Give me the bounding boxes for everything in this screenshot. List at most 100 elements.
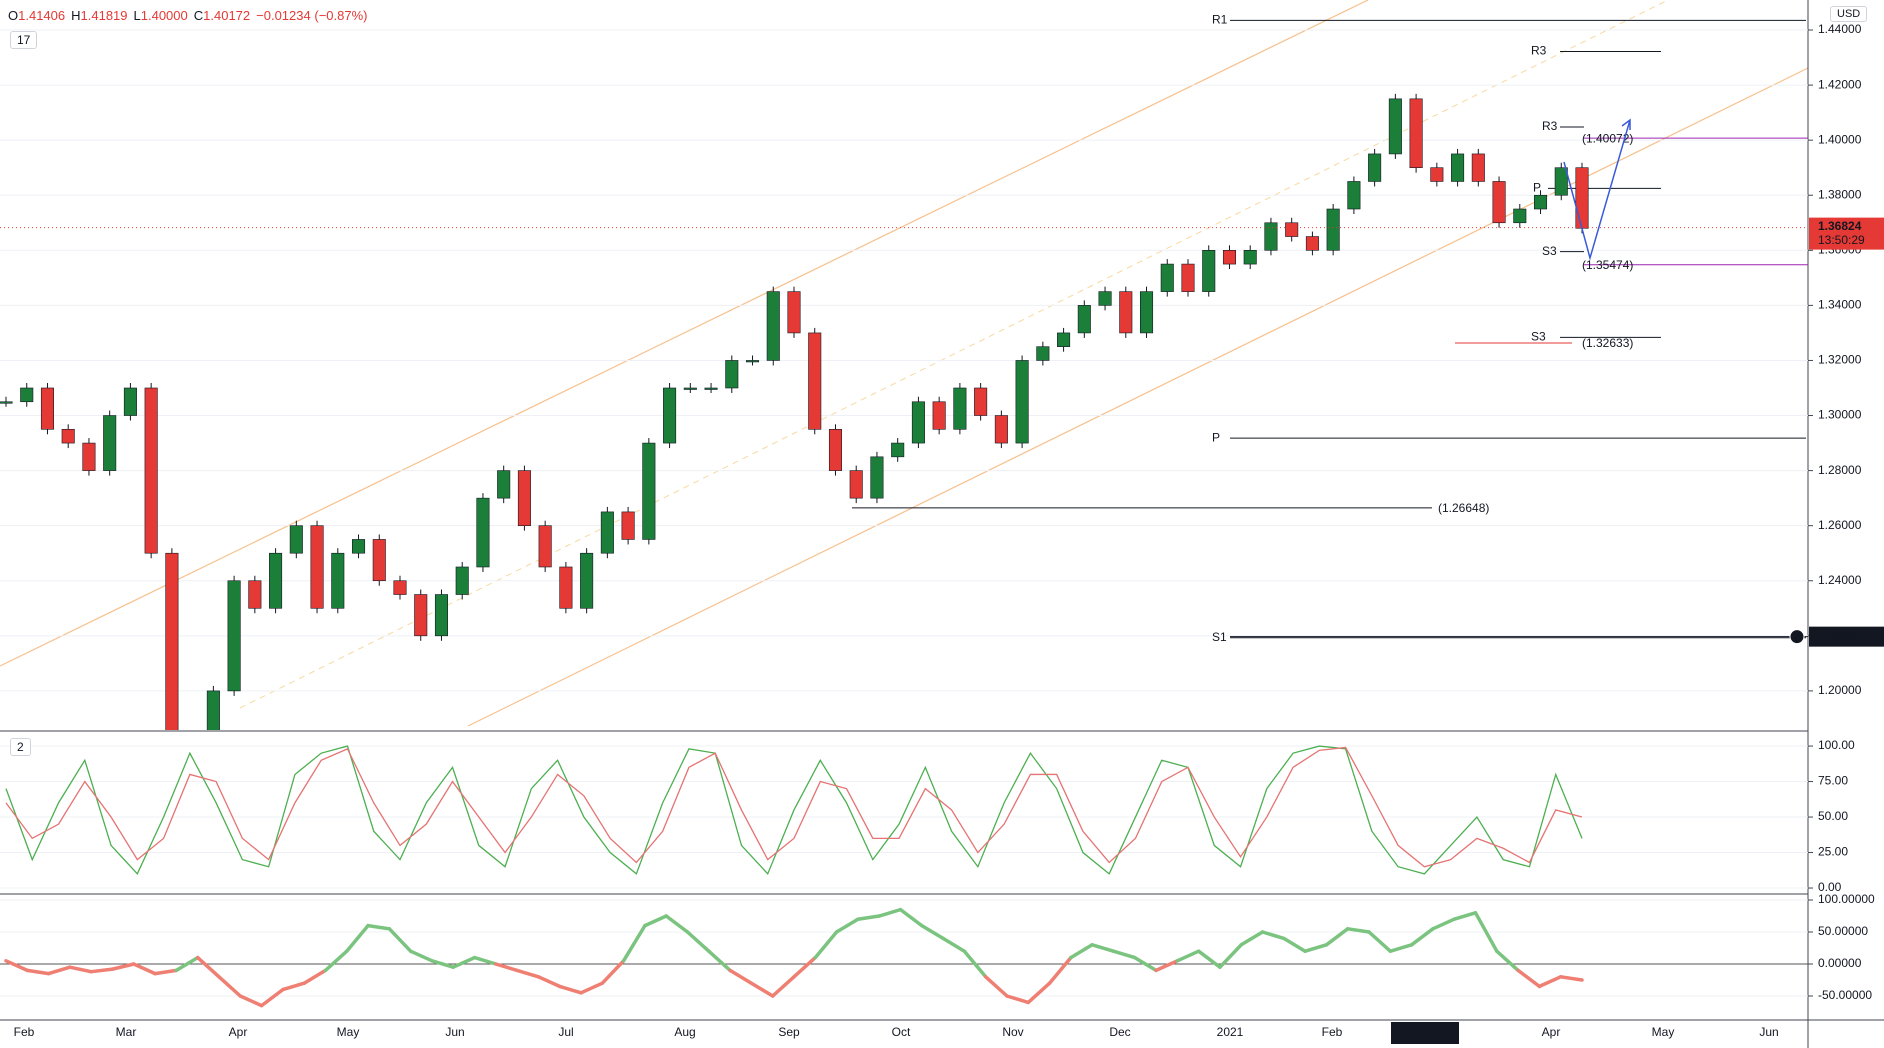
pivot-label: S3	[1542, 244, 1557, 258]
candle-body	[808, 332, 822, 430]
oscillator-segment	[1239, 930, 1265, 947]
oscillator-segment	[983, 975, 1009, 998]
candle-body	[1285, 222, 1299, 237]
oscillator-segment	[472, 955, 498, 966]
change: −0.01234	[256, 8, 311, 23]
oscillator-segment	[1303, 943, 1329, 953]
ohlc-field: C	[193, 8, 204, 23]
oscillator-segment	[430, 959, 455, 969]
candle-body	[331, 552, 345, 609]
x-tick-label: 25 Feb '21	[1396, 1025, 1454, 1039]
ohlc-field: L	[133, 8, 141, 23]
oscillator-segment	[345, 923, 370, 953]
oscillator-segment	[1196, 949, 1222, 969]
candle-body	[165, 552, 179, 730]
y-tick-label: 50.00000	[1818, 924, 1868, 938]
oscillator-segment	[195, 955, 221, 979]
projection-arrow	[1563, 118, 1631, 261]
oscillator-segment	[1111, 949, 1137, 960]
channel	[0, 0, 1808, 727]
oscillator-segment	[366, 923, 392, 931]
candle-body	[600, 511, 614, 554]
candle-body	[20, 387, 34, 403]
y-tick-label: 1.44000	[1818, 22, 1862, 36]
pivot-label: S1	[1212, 630, 1227, 644]
oscillator-segment	[1154, 959, 1180, 973]
oscillator-segment	[153, 968, 179, 976]
y-tick-label: 1.20000	[1818, 683, 1862, 697]
candle-body	[269, 552, 283, 609]
x-tick-label: Dec	[1109, 1025, 1130, 1039]
oscillator-segment	[1473, 911, 1499, 953]
candle-body	[580, 552, 594, 609]
x-tick-label: Feb	[14, 1025, 35, 1039]
oscillator-segment	[494, 962, 519, 973]
candle-body	[953, 387, 967, 430]
level-label: (1.40072)	[1582, 131, 1633, 145]
indicator-badge[interactable]: 2	[10, 738, 31, 756]
oscillator-segment	[1069, 943, 1094, 960]
oscillator-segment	[792, 955, 818, 979]
candle-body	[1057, 332, 1071, 347]
candle-body	[1119, 291, 1133, 334]
candle-body	[1181, 263, 1195, 292]
candle-body	[621, 511, 635, 540]
y-tick-label: 1.24000	[1818, 573, 1862, 587]
candle-body	[1202, 250, 1216, 292]
candle-body	[538, 525, 552, 568]
x-tick-label: May	[337, 1025, 360, 1039]
oscillator-segment	[1218, 943, 1243, 969]
candle-body	[0, 401, 13, 404]
candle-body	[103, 415, 117, 471]
candle-body	[352, 539, 366, 554]
x-highlight-box	[1391, 1022, 1459, 1044]
candle-body	[517, 470, 531, 526]
indicator-badge[interactable]: 17	[10, 31, 38, 49]
x-tick-label: Oct	[892, 1025, 911, 1039]
oscillator-segment	[1005, 994, 1031, 1005]
oscillator-segment	[302, 968, 328, 985]
pane	[0, 19, 1808, 730]
stoch-line	[5, 745, 1583, 876]
candle-body	[434, 594, 448, 637]
currency[interactable]: USD	[1830, 6, 1868, 22]
candle-body	[787, 291, 801, 334]
oscillator-segment	[68, 965, 93, 974]
oscillator-segment	[1558, 975, 1584, 982]
candle-body	[1534, 194, 1548, 210]
crosshair-box	[1809, 626, 1884, 647]
candle-body	[683, 387, 697, 390]
oscillator-segment	[728, 968, 754, 985]
y-tick-label: 50.00	[1818, 809, 1848, 823]
oscillator-segment	[941, 936, 967, 953]
candle-body	[1492, 181, 1506, 224]
candle-body	[393, 580, 407, 595]
candle-body	[289, 525, 303, 554]
oscillator-segment	[557, 984, 583, 995]
candle-body	[455, 566, 469, 595]
oscillator-segment	[281, 981, 306, 992]
y-tick-label: 1.30000	[1818, 408, 1862, 422]
oscillator-segment	[323, 949, 349, 973]
candle-body	[891, 442, 905, 458]
y-tick-label: 0.00000	[1818, 956, 1862, 970]
oscillator-segment	[238, 994, 264, 1008]
crosshair-add	[1789, 629, 1805, 645]
level-label: (1.35474)	[1582, 258, 1633, 272]
y-tick-label: 0.00	[1818, 880, 1842, 894]
oscillator-segment	[1324, 927, 1350, 947]
candle-body	[227, 580, 241, 692]
oscillator-segment	[962, 949, 988, 979]
candle-body	[123, 387, 137, 416]
candle-body	[1077, 305, 1091, 334]
change-pct: (−0.87%)	[314, 8, 368, 23]
level-label: (1.32633)	[1582, 336, 1633, 350]
candle-body	[1160, 263, 1174, 292]
ohlc-field: 1.41406	[18, 8, 66, 23]
y-tick-label: 1.34000	[1818, 298, 1862, 312]
last-price-label: 1.36824	[1818, 219, 1862, 233]
oscillator-segment	[1282, 936, 1307, 953]
candle-body	[1409, 98, 1423, 168]
x-tick-label: May	[1652, 1025, 1675, 1039]
